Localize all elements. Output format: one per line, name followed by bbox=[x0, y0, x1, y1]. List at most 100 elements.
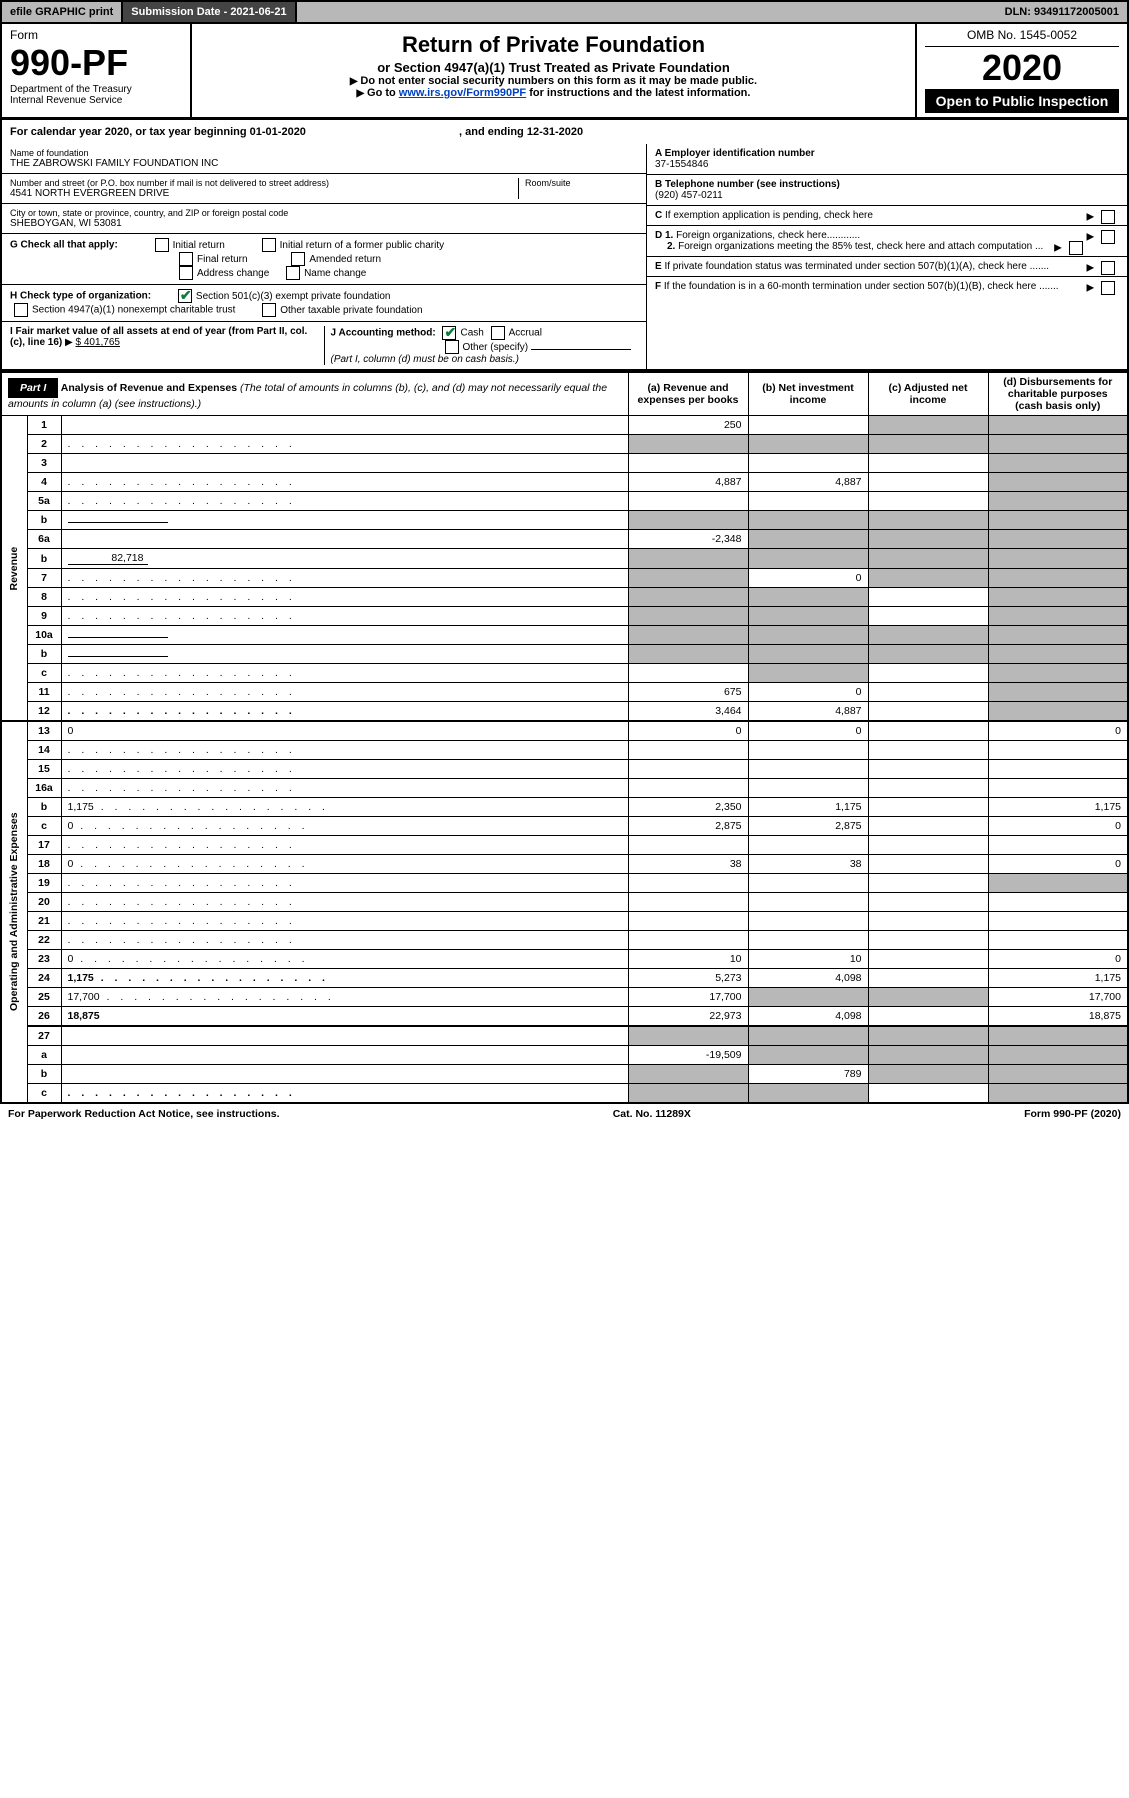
line-number: 3 bbox=[27, 454, 61, 473]
form-title: Return of Private Foundation bbox=[200, 32, 907, 58]
line-description: 18,875 bbox=[61, 1007, 628, 1027]
checkbox-initial-former[interactable] bbox=[262, 238, 276, 252]
amount-cell bbox=[988, 1084, 1128, 1104]
amount-cell bbox=[988, 741, 1128, 760]
line-description bbox=[61, 626, 628, 645]
amount-cell bbox=[628, 836, 748, 855]
line-description: 0 bbox=[61, 950, 628, 969]
amount-cell bbox=[868, 511, 988, 530]
line-description bbox=[61, 741, 628, 760]
table-row: 15 bbox=[1, 760, 1128, 779]
amount-cell bbox=[628, 454, 748, 473]
checkbox-other-method[interactable] bbox=[445, 340, 459, 354]
dept-treasury: Department of the Treasury bbox=[10, 84, 182, 95]
amount-cell bbox=[868, 1007, 988, 1027]
form-footer: Form 990-PF (2020) bbox=[1024, 1108, 1121, 1120]
checkbox-accrual[interactable] bbox=[491, 326, 505, 340]
checkbox-507b1a[interactable] bbox=[1101, 261, 1115, 275]
amount-cell bbox=[628, 626, 748, 645]
checkbox-cash[interactable] bbox=[442, 326, 456, 340]
amount-cell: 1,175 bbox=[988, 969, 1128, 988]
line-description bbox=[61, 607, 628, 626]
irs-link[interactable]: www.irs.gov/Form990PF bbox=[399, 87, 526, 99]
amount-cell bbox=[868, 760, 988, 779]
form-number: 990-PF bbox=[10, 42, 182, 84]
amount-cell: 0 bbox=[988, 855, 1128, 874]
amount-cell: 2,875 bbox=[628, 817, 748, 836]
amount-cell bbox=[748, 874, 868, 893]
line-number: 24 bbox=[27, 969, 61, 988]
line-description bbox=[61, 779, 628, 798]
amount-cell bbox=[868, 779, 988, 798]
line-number: 27 bbox=[27, 1026, 61, 1046]
table-row: 2517,70017,70017,700 bbox=[1, 988, 1128, 1007]
amount-cell bbox=[988, 1026, 1128, 1046]
amount-cell bbox=[988, 760, 1128, 779]
line-description bbox=[61, 588, 628, 607]
table-row: 18038380 bbox=[1, 855, 1128, 874]
amount-cell bbox=[868, 607, 988, 626]
irs: Internal Revenue Service bbox=[10, 95, 182, 106]
line-number: 12 bbox=[27, 702, 61, 722]
amount-cell bbox=[868, 817, 988, 836]
amount-cell: 17,700 bbox=[988, 988, 1128, 1007]
checkbox-507b1b[interactable] bbox=[1101, 281, 1115, 295]
form-subtitle: or Section 4947(a)(1) Trust Treated as P… bbox=[200, 60, 907, 75]
amount-cell: 0 bbox=[988, 721, 1128, 741]
line-description bbox=[61, 1026, 628, 1046]
table-row: 44,8874,887 bbox=[1, 473, 1128, 492]
dln: DLN: 93491172005001 bbox=[997, 2, 1127, 22]
amount-cell bbox=[988, 645, 1128, 664]
line-number: c bbox=[27, 664, 61, 683]
instruction-link-row: Go to www.irs.gov/Form990PF for instruct… bbox=[200, 87, 907, 99]
line-description bbox=[61, 931, 628, 950]
checkbox-foreign-org[interactable] bbox=[1101, 230, 1115, 244]
amount-cell bbox=[868, 473, 988, 492]
section-e: E If private foundation status was termi… bbox=[647, 257, 1127, 277]
form-header: Form 990-PF Department of the Treasury I… bbox=[0, 24, 1129, 120]
amount-cell: 1,175 bbox=[988, 798, 1128, 817]
line-number: 21 bbox=[27, 912, 61, 931]
line-number: 13 bbox=[27, 721, 61, 741]
part1-table: Part I Analysis of Revenue and Expenses … bbox=[0, 371, 1129, 1104]
table-row: b1,1752,3501,1751,175 bbox=[1, 798, 1128, 817]
amount-cell: 0 bbox=[748, 683, 868, 702]
checkbox-exemption-pending[interactable] bbox=[1101, 210, 1115, 224]
table-row: 23010100 bbox=[1, 950, 1128, 969]
checkbox-final-return[interactable] bbox=[179, 252, 193, 266]
table-row: 2 bbox=[1, 435, 1128, 454]
amount-cell bbox=[628, 549, 748, 569]
amount-cell bbox=[868, 683, 988, 702]
amount-cell bbox=[748, 607, 868, 626]
line-number: 25 bbox=[27, 988, 61, 1007]
section-h: H Check type of organization: Section 50… bbox=[2, 285, 646, 322]
name-label: Name of foundation bbox=[10, 148, 638, 158]
amount-cell: 2,875 bbox=[748, 817, 868, 836]
amount-cell bbox=[748, 1084, 868, 1104]
foundation-name: THE ZABROWSKI FAMILY FOUNDATION INC bbox=[10, 158, 638, 169]
amount-cell bbox=[988, 626, 1128, 645]
table-row: 27 bbox=[1, 1026, 1128, 1046]
line-number: 11 bbox=[27, 683, 61, 702]
checkbox-initial-return[interactable] bbox=[155, 238, 169, 252]
checkbox-other-taxable[interactable] bbox=[262, 303, 276, 317]
checkbox-501c3[interactable] bbox=[178, 289, 192, 303]
checkbox-4947[interactable] bbox=[14, 303, 28, 317]
revenue-side-label: Revenue bbox=[1, 416, 27, 722]
amount-cell bbox=[988, 588, 1128, 607]
line-number: c bbox=[27, 1084, 61, 1104]
table-row: 3 bbox=[1, 454, 1128, 473]
checkbox-name-change[interactable] bbox=[286, 266, 300, 280]
amount-cell bbox=[748, 530, 868, 549]
checkbox-amended[interactable] bbox=[291, 252, 305, 266]
checkbox-address-change[interactable] bbox=[179, 266, 193, 280]
phone-label: B Telephone number (see instructions) bbox=[655, 179, 1119, 190]
line-number: 15 bbox=[27, 760, 61, 779]
amount-cell bbox=[628, 874, 748, 893]
amount-cell bbox=[988, 473, 1128, 492]
line-description bbox=[61, 530, 628, 549]
amount-cell bbox=[748, 1046, 868, 1065]
amount-cell bbox=[868, 549, 988, 569]
checkbox-85pct[interactable] bbox=[1069, 241, 1083, 255]
line-description bbox=[61, 473, 628, 492]
